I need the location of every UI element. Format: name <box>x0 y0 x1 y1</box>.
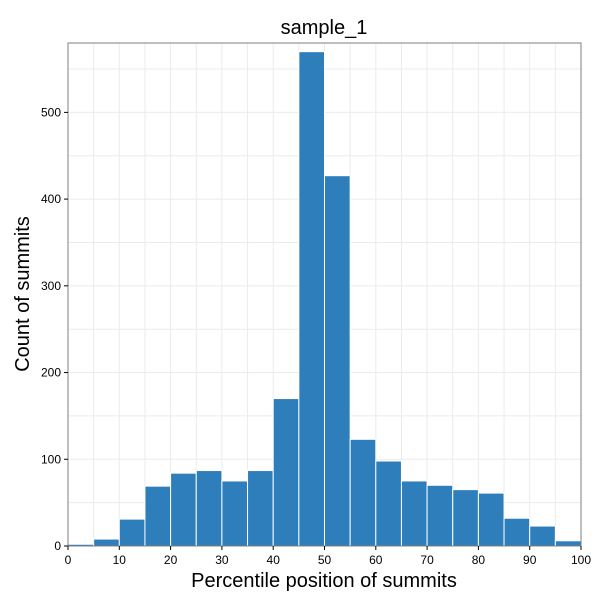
x-axis-ticks: 0 10 20 30 40 50 60 70 80 90 100 <box>65 546 591 567</box>
y-tick-label: 300 <box>41 279 61 293</box>
x-tick-label: 40 <box>267 553 281 567</box>
histogram-bar <box>324 175 351 547</box>
x-tick-label: 60 <box>369 553 383 567</box>
histogram-bars <box>67 51 582 547</box>
histogram-bar <box>375 460 402 547</box>
y-axis-ticks: 0 100 200 300 400 500 <box>41 105 68 553</box>
histogram-bar <box>247 470 274 547</box>
histogram-bar <box>298 51 326 547</box>
histogram-bar <box>118 518 146 547</box>
x-tick-label: 80 <box>472 553 486 567</box>
x-tick-label: 10 <box>113 553 127 567</box>
histogram-bar <box>221 480 249 547</box>
histogram-bar <box>503 517 531 547</box>
x-tick-label: 0 <box>65 553 72 567</box>
histogram-bar <box>93 538 120 547</box>
x-tick-label: 50 <box>318 553 332 567</box>
histogram-bar <box>554 540 582 547</box>
histogram-bar <box>195 470 223 547</box>
x-tick-label: 70 <box>420 553 434 567</box>
histogram-bar <box>426 484 454 547</box>
y-tick-label: 500 <box>41 105 61 119</box>
x-tick-label: 90 <box>523 553 537 567</box>
y-tick-label: 200 <box>41 366 61 380</box>
histogram-bar <box>349 438 377 547</box>
x-tick-label: 100 <box>571 553 591 567</box>
x-axis-title: Percentile position of summits <box>191 570 457 592</box>
histogram-bar <box>170 472 197 547</box>
chart-title: sample_1 <box>281 17 368 39</box>
x-tick-label: 30 <box>215 553 229 567</box>
x-tick-label: 20 <box>164 553 178 567</box>
histogram-bar <box>452 489 479 547</box>
histogram-bar <box>272 398 300 547</box>
histogram-bar <box>400 480 428 547</box>
y-tick-label: 100 <box>41 452 61 466</box>
histogram-bar <box>529 525 556 547</box>
histogram-bar <box>477 492 505 547</box>
histogram-bar <box>144 485 172 547</box>
y-axis-title: Count of summits <box>12 216 34 372</box>
y-tick-label: 0 <box>54 539 61 553</box>
y-tick-label: 400 <box>41 192 61 206</box>
